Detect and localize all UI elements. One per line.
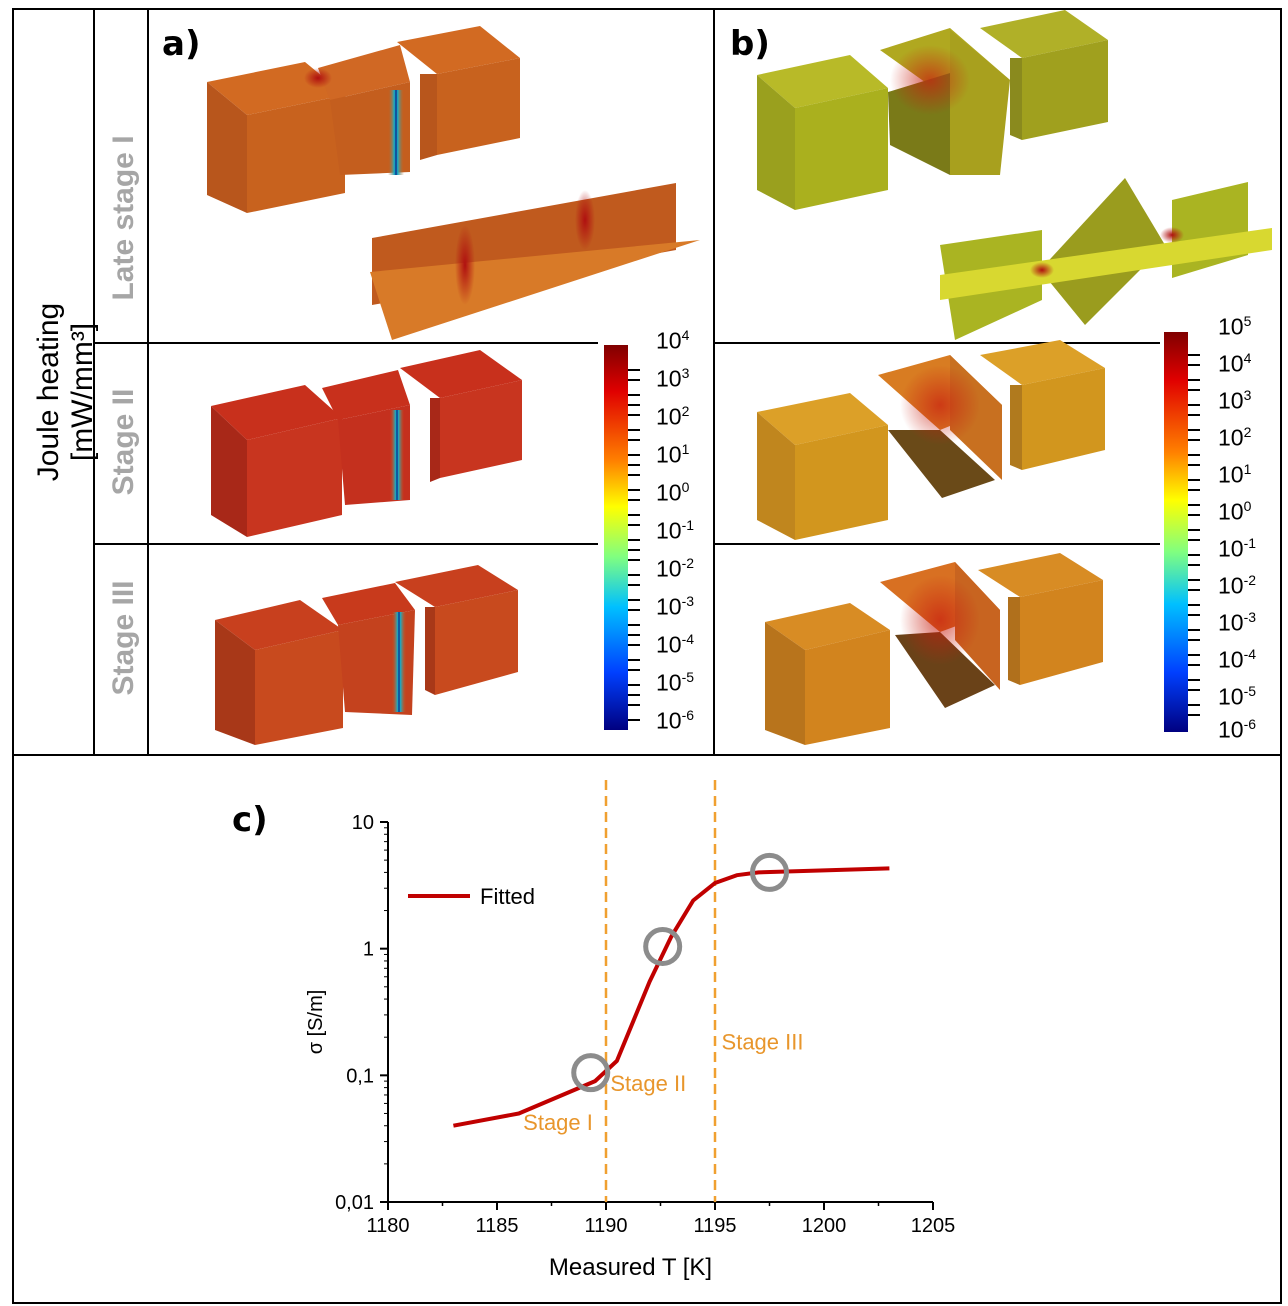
stage-boundary-lines [604, 780, 717, 1202]
panel-a-stage-3-cubes [215, 565, 518, 745]
x-tick-label: 1185 [475, 1215, 518, 1237]
colorbar-a-label: 104 [656, 327, 690, 354]
colorbar-a-label: 10-2 [656, 555, 695, 582]
y-tick-label: 10 [352, 812, 374, 834]
panel-c-label: c) [232, 800, 268, 840]
panel-ab-bottom-border [12, 754, 1282, 756]
colorbar-b-label: 10-4 [1218, 646, 1257, 673]
colorbar-a-label: 10-3 [656, 593, 695, 620]
colorbar-a-label: 100 [656, 479, 690, 506]
chart-axes: 1180 1185 1190 1195 1200 1205 10 1 0,1 0,01 Measur… [305, 812, 955, 1281]
chart-texts: Stage I Stage II Stage III [523, 1029, 803, 1135]
colorbar-b-label: 10-3 [1218, 609, 1257, 636]
stage-marker-circle [750, 852, 789, 892]
ylabel-column-divider [93, 8, 95, 756]
panel-b-stage-2-cubes [757, 340, 1105, 540]
colorbar-b-label: 10-2 [1218, 572, 1257, 599]
colorbar-b-label: 105 [1218, 313, 1252, 340]
x-tick-label: 1195 [693, 1215, 736, 1237]
colorbar-a-label: 103 [656, 365, 690, 392]
y-tick-label: 0,1 [346, 1065, 374, 1087]
colorbar-b-label: 100 [1218, 498, 1252, 525]
x-axis-title: Measured T [K] [549, 1254, 712, 1281]
colorbar-a-label: 10-1 [656, 517, 695, 544]
rowlabel-column-divider [147, 8, 149, 756]
colorbar-b-label: 102 [1218, 424, 1252, 451]
panel-a-stage-2-cubes [211, 350, 522, 537]
stage-label: Stage III [722, 1029, 804, 1054]
x-tick-label: 1190 [584, 1215, 627, 1237]
colorbar-a-label: 10-5 [656, 669, 695, 696]
figure-frame [12, 8, 1282, 1304]
x-tick-label: 1205 [911, 1215, 956, 1237]
row-divider-2 [93, 543, 598, 545]
y-tick-label: 1 [363, 939, 374, 961]
stage-marker-circle [571, 1053, 611, 1093]
legend-label: Fitted [480, 884, 535, 909]
panel-ab-divider [713, 8, 715, 756]
colorbar-a [604, 345, 640, 730]
conductivity-chart: 1180 1185 1190 1195 1200 1205 10 1 0,1 0,01 Measur… [305, 780, 955, 1281]
colorbar-b-label: 101 [1218, 461, 1252, 488]
cube-simulations [207, 10, 1272, 745]
y-axis-title: σ [S/m] [305, 990, 327, 1055]
colorbar-b [1164, 332, 1200, 732]
colorbar-a-label: 10-4 [656, 631, 695, 658]
colorbar-b-label: 10-1 [1218, 535, 1257, 562]
x-tick-label: 1200 [802, 1215, 847, 1237]
stage-label: Stage I [523, 1110, 593, 1135]
row-divider-1 [93, 342, 598, 344]
stage-marker-circle [643, 927, 683, 967]
colorbar-a-label: 10-6 [656, 707, 695, 734]
panel-b-stage-3-cubes [765, 553, 1103, 745]
colorbar-a-label: 102 [656, 403, 690, 430]
colorbar-a-ticks [628, 369, 640, 721]
panel-b-late-stage-1-cubes [757, 10, 1272, 340]
y-tick-label: 0,01 [335, 1192, 374, 1214]
row-divider-1b [713, 342, 1160, 344]
panel-b-label: b) [730, 24, 770, 64]
x-tick-label: 1180 [366, 1215, 409, 1237]
colorbar-b-label: 10-5 [1218, 683, 1257, 710]
row-divider-2b [713, 543, 1160, 545]
panel-a-label: a) [162, 24, 201, 64]
stage-markers [571, 852, 789, 1093]
colorbar-b-label: 10-6 [1218, 716, 1257, 743]
colorbar-b-label: 104 [1218, 350, 1252, 377]
panel-a-late-stage-1-cubes [207, 26, 700, 340]
colorbar-b-label: 103 [1218, 387, 1252, 414]
colorbar-a-label: 101 [656, 441, 690, 468]
stage-label: Stage II [610, 1071, 686, 1096]
colorbar-b-ticks [1188, 354, 1200, 716]
